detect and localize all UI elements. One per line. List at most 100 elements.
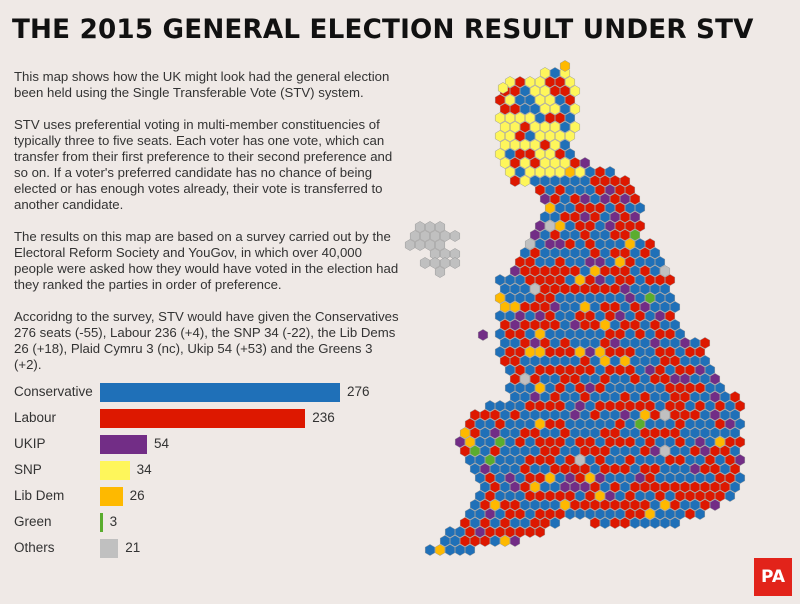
constituency-hex (529, 103, 541, 115)
constituency-hex (509, 517, 521, 529)
constituency-hex (684, 508, 696, 520)
constituency-hex (434, 266, 446, 278)
constituency-hex (559, 301, 571, 313)
constituency-hex (594, 292, 606, 304)
constituency-hex (604, 202, 616, 214)
constituency-hex (699, 355, 711, 367)
constituency-hex (674, 490, 686, 502)
constituency-hex (524, 400, 536, 412)
constituency-hex (404, 239, 416, 251)
constituency-hex (519, 445, 531, 457)
constituency-hex (504, 148, 516, 160)
constituency-hex (519, 427, 531, 439)
constituency-hex (514, 472, 526, 484)
constituency-hex (544, 94, 556, 106)
constituency-hex (684, 400, 696, 412)
constituency-hex (534, 94, 546, 106)
constituency-hex (574, 238, 586, 250)
constituency-hex (639, 355, 651, 367)
constituency-hex (664, 328, 676, 340)
constituency-hex (494, 508, 506, 520)
bar-row-lib-dem: Lib Dem 26 (14, 487, 394, 507)
constituency-hex (724, 418, 736, 430)
constituency-hex (524, 454, 536, 466)
constituency-hex (489, 427, 501, 439)
constituency-hex (529, 337, 541, 349)
constituency-hex (634, 472, 646, 484)
constituency-hex (624, 220, 636, 232)
constituency-hex (514, 454, 526, 466)
constituency-hex (629, 265, 641, 277)
constituency-hex (614, 220, 626, 232)
constituency-hex (574, 472, 586, 484)
constituency-hex (539, 355, 551, 367)
constituency-hex (704, 400, 716, 412)
constituency-hex (569, 301, 581, 313)
constituency-hex (699, 445, 711, 457)
constituency-hex (524, 436, 536, 448)
constituency-hex (629, 247, 641, 259)
constituency-hex (529, 373, 541, 385)
constituency-hex (589, 373, 601, 385)
constituency-hex (579, 175, 591, 187)
constituency-hex (579, 283, 591, 295)
constituency-hex (599, 373, 611, 385)
constituency-hex (619, 499, 631, 511)
constituency-hex (529, 445, 541, 457)
constituency-hex (659, 427, 671, 439)
constituency-hex (579, 481, 591, 493)
constituency-hex (574, 418, 586, 430)
constituency-hex (609, 463, 621, 475)
constituency-hex (469, 499, 481, 511)
bar (100, 539, 119, 558)
constituency-hex (549, 283, 561, 295)
constituency-hex (604, 346, 616, 358)
constituency-hex (734, 436, 746, 448)
constituency-hex (589, 481, 601, 493)
constituency-hex (554, 436, 566, 448)
constituency-hex (594, 274, 606, 286)
constituency-hex (639, 265, 651, 277)
constituency-hex (499, 409, 511, 421)
constituency-hex (659, 499, 671, 511)
constituency-hex (554, 382, 566, 394)
constituency-hex (714, 454, 726, 466)
constituency-hex (624, 436, 636, 448)
constituency-hex (434, 544, 446, 556)
constituency-hex (574, 256, 586, 268)
constituency-hex (644, 310, 656, 322)
constituency-hex (514, 328, 526, 340)
constituency-hex (579, 337, 591, 349)
constituency-hex (689, 391, 701, 403)
constituency-hex (529, 283, 541, 295)
constituency-hex (534, 328, 546, 340)
constituency-hex (584, 346, 596, 358)
constituency-hex (624, 256, 636, 268)
constituency-hex (594, 256, 606, 268)
constituency-hex (554, 454, 566, 466)
constituency-hex (599, 265, 611, 277)
constituency-hex (704, 490, 716, 502)
constituency-hex (584, 490, 596, 502)
constituency-hex (574, 220, 586, 232)
constituency-hex (724, 436, 736, 448)
constituency-hex (699, 391, 711, 403)
constituency-hex (639, 445, 651, 457)
constituency-hex (529, 301, 541, 313)
constituency-hex (589, 247, 601, 259)
constituency-hex (529, 85, 541, 97)
constituency-hex (569, 247, 581, 259)
constituency-hex (524, 418, 536, 430)
constituency-hex (469, 427, 481, 439)
constituency-hex (554, 400, 566, 412)
constituency-hex (454, 544, 466, 556)
constituency-hex (534, 310, 546, 322)
constituency-hex (654, 508, 666, 520)
constituency-hex (594, 490, 606, 502)
constituency-hex (694, 472, 706, 484)
constituency-hex (679, 481, 691, 493)
constituency-hex (559, 265, 571, 277)
constituency-hex (499, 355, 511, 367)
constituency-hex (509, 373, 521, 385)
constituency-hex (649, 283, 661, 295)
